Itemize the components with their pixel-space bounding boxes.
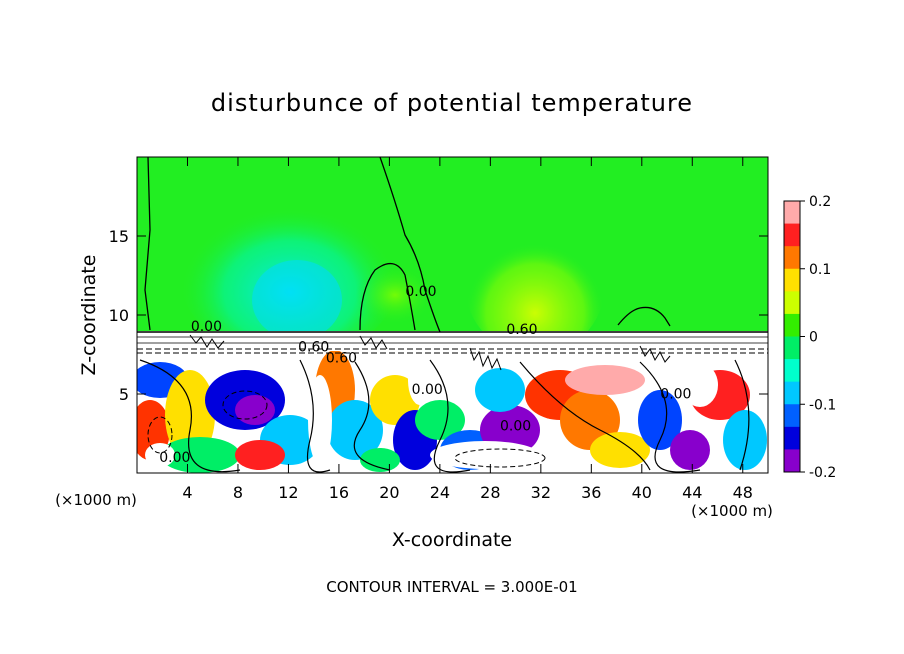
x-axis-label: X-coordinate bbox=[392, 529, 512, 551]
y-axis-label: Z-coordinate bbox=[78, 255, 100, 376]
colorbar-tick-label: 0.1 bbox=[809, 262, 831, 278]
lower-turbulence-blobs bbox=[137, 350, 767, 473]
colorbar-swatch bbox=[784, 426, 800, 450]
plot-area bbox=[137, 157, 768, 473]
x-axis-ticks: 4 8 12 16 20 24 28 32 36 40 44 48 bbox=[182, 157, 753, 502]
tropopause-band bbox=[137, 331, 768, 351]
tropopause-contours bbox=[137, 331, 768, 371]
y-tick-label: 5 bbox=[119, 385, 129, 404]
contour-label: 0.60 bbox=[326, 350, 357, 366]
contour-label: 0.60 bbox=[506, 322, 537, 338]
lower-dashed-contours bbox=[147, 390, 546, 468]
lower-contours bbox=[139, 359, 750, 473]
x-tick-label: 12 bbox=[278, 483, 298, 502]
upper-contours bbox=[144, 157, 671, 333]
contour-label: 0.00 bbox=[500, 418, 531, 434]
x-tick-label: 8 bbox=[233, 483, 243, 502]
x-unit-right-label: (×1000 m) bbox=[691, 502, 773, 520]
x-tick-label: 44 bbox=[682, 483, 702, 502]
colorbar-swatch bbox=[784, 404, 800, 428]
colorbar-tick-label: -0.1 bbox=[809, 397, 836, 413]
x-tick-label: 32 bbox=[531, 483, 551, 502]
x-unit-left-label: (×1000 m) bbox=[55, 491, 137, 509]
x-tick-label: 36 bbox=[581, 483, 601, 502]
x-tick-label: 40 bbox=[632, 483, 652, 502]
colorbar-swatch bbox=[784, 268, 800, 292]
contour-labels: 0.00 0.600.600.600.000.000.000.000.00 bbox=[159, 284, 691, 466]
contour-label: 0.00 bbox=[159, 450, 190, 466]
colorbar bbox=[784, 201, 800, 473]
x-tick-label: 4 bbox=[182, 483, 192, 502]
contour-label: 0.00 bbox=[191, 319, 222, 335]
warm-dome-region bbox=[465, 215, 605, 355]
colorbar-swatch bbox=[784, 291, 800, 315]
chart-title: disturbunce of potential temperature bbox=[211, 89, 693, 117]
colorbar-swatch bbox=[784, 359, 800, 383]
colorbar-swatch bbox=[784, 246, 800, 270]
contour-label: 0.00 bbox=[405, 284, 436, 300]
colorbar-swatch bbox=[784, 449, 800, 473]
contour-label: 0.60 bbox=[298, 339, 329, 355]
colorbar-tick-label: 0.2 bbox=[809, 194, 831, 210]
colorbar-swatch bbox=[784, 381, 800, 405]
colorbar-tick-label: 0 bbox=[809, 330, 818, 346]
colorbar-swatch bbox=[784, 223, 800, 247]
colorbar-swatch bbox=[784, 201, 800, 225]
colorbar-tick-label: -0.2 bbox=[809, 465, 836, 481]
x-tick-label: 24 bbox=[430, 483, 450, 502]
contour-label: 0.00 bbox=[660, 387, 691, 403]
lime-region bbox=[355, 265, 435, 325]
x-tick-label: 20 bbox=[379, 483, 399, 502]
contour-label: 0.00 bbox=[412, 382, 443, 398]
x-tick-label: 48 bbox=[733, 483, 753, 502]
colorbar-ticks: 0.2 0.1 0 -0.1 -0.2 bbox=[800, 194, 836, 481]
y-axis-ticks: 5 10 15 bbox=[109, 227, 768, 404]
cyan-plume-core bbox=[252, 260, 342, 340]
white-lower-patches bbox=[145, 355, 718, 469]
y-tick-label: 15 bbox=[109, 227, 129, 246]
x-tick-label: 16 bbox=[329, 483, 349, 502]
colorbar-swatch bbox=[784, 313, 800, 337]
colorbar-swatch bbox=[784, 336, 800, 360]
y-tick-label: 10 bbox=[109, 306, 129, 325]
contour-interval-note: CONTOUR INTERVAL = 3.000E-01 bbox=[326, 578, 577, 596]
x-tick-label: 28 bbox=[480, 483, 500, 502]
